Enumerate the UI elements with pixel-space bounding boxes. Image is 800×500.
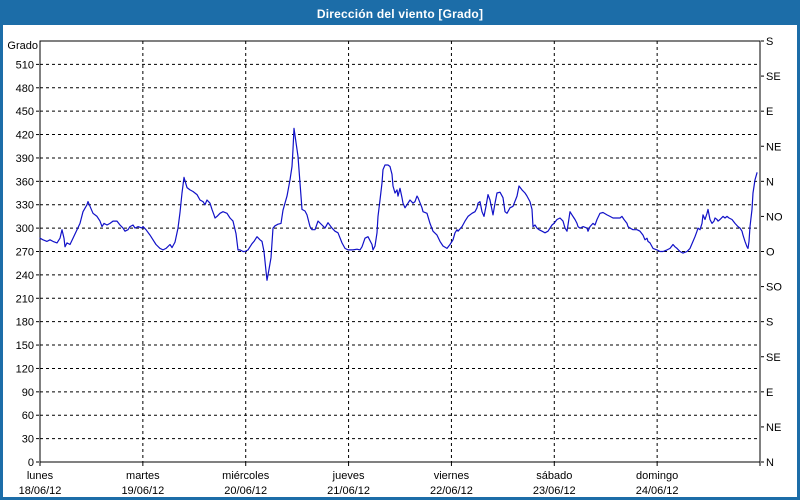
y-tick-label: 420: [16, 130, 34, 142]
window-title: Dirección del viento [Grado]: [3, 3, 797, 25]
y-tick-label: 30: [22, 434, 34, 446]
y-tick-label: 60: [22, 410, 34, 422]
x-weekday-label: sábado: [536, 470, 572, 482]
y-tick-label: 450: [16, 106, 34, 118]
right-compass-label: N: [766, 176, 774, 188]
wind-direction-chart: 0 30 60 90 120 150 180 210 240 270 300 330 360 390 420…: [3, 25, 797, 497]
y-tick-label: 240: [16, 270, 34, 282]
y-tick-label: 510: [16, 59, 34, 71]
x-weekday-label: domingo: [636, 470, 678, 482]
x-weekday-label: martes: [126, 470, 160, 482]
x-weekday-label: lunes: [27, 470, 54, 482]
y-tick-label: 0: [28, 457, 34, 469]
y-tick-label: 390: [16, 153, 34, 165]
right-compass-label: N: [766, 457, 774, 469]
y-tick-label: 150: [16, 340, 34, 352]
x-date-label: 22/06/12: [430, 485, 473, 497]
y-tick-label: 180: [16, 317, 34, 329]
right-compass-label: NE: [766, 422, 781, 434]
x-date-label: 18/06/12: [19, 485, 62, 497]
x-weekday-label: viernes: [434, 470, 470, 482]
right-compass-label: S: [766, 36, 773, 48]
y-axis-unit-label: Grado: [7, 40, 38, 52]
right-compass-label: S: [766, 317, 773, 329]
x-date-label: 23/06/12: [533, 485, 576, 497]
y-tick-label: 480: [16, 83, 34, 95]
y-tick-label: 210: [16, 293, 34, 305]
x-date-label: 19/06/12: [121, 485, 164, 497]
right-compass-label: SE: [766, 352, 781, 364]
plot-frame: [39, 40, 761, 463]
x-weekday-label: jueves: [332, 470, 365, 482]
x-date-label: 24/06/12: [636, 485, 679, 497]
y-tick-label: 120: [16, 363, 34, 375]
right-compass-label: E: [766, 387, 773, 399]
x-date-label: 20/06/12: [224, 485, 267, 497]
right-compass-label: NE: [766, 141, 781, 153]
x-weekday-label: miércoles: [222, 470, 270, 482]
y-tick-label: 360: [16, 176, 34, 188]
right-compass-label: SO: [766, 282, 782, 294]
wind-direction-line: [39, 127, 758, 281]
right-compass-label: E: [766, 106, 773, 118]
y-tick-label: 330: [16, 200, 34, 212]
y-tick-label: 270: [16, 247, 34, 259]
y-tick-label: 90: [22, 387, 34, 399]
right-compass-label: O: [766, 247, 775, 259]
right-compass-label: SE: [766, 71, 781, 83]
right-compass-label: NO: [766, 211, 783, 223]
y-tick-label: 300: [16, 223, 34, 235]
x-date-label: 21/06/12: [327, 485, 370, 497]
